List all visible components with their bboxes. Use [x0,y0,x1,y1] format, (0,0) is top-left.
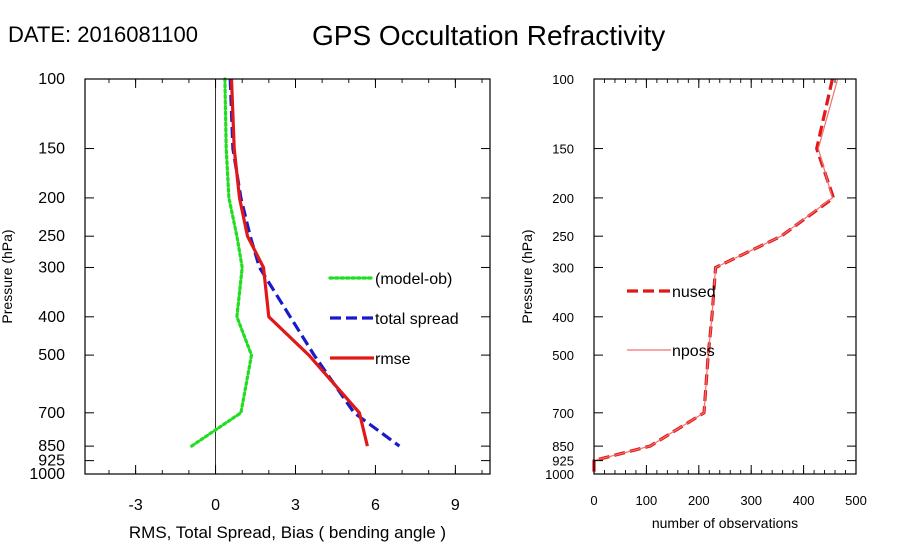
right-y-tick-label: 850 [552,439,574,454]
left-x-tick-label: 9 [451,497,460,514]
series-line-nused [592,78,836,474]
left-x-tick-label: 6 [371,497,380,514]
left-x-axis-label: RMS, Total Spread, Bias ( bending angle … [129,523,446,542]
left-y-tick-label: 850 [38,438,65,455]
left-y-tick-label: 300 [38,259,65,276]
legend-label-nused: nused [672,284,716,301]
right-y-tick-label: 700 [552,406,574,421]
right-x-tick-label: 300 [740,493,762,508]
left-y-tick-label: 200 [38,190,65,207]
legend-label-rmse: rmse [375,351,411,368]
date-label: DATE: 2016081100 [8,22,198,47]
left-y-tick-label: 925 [38,453,65,470]
right-y-tick-label: 300 [552,260,574,275]
left-x-tick-label: 0 [211,497,220,514]
left-y-tick-label: 250 [38,228,65,245]
right-x-tick-label: 0 [590,493,597,508]
chart-title: GPS Occultation Refractivity [312,20,666,51]
right-y-tick-label: 1000 [545,467,574,482]
left-y-tick-label: 150 [38,141,65,158]
right-x-tick-label: 500 [845,493,867,508]
right-y-tick-label: 200 [552,191,574,206]
left-y-tick-label: 500 [38,347,65,364]
legend-label-nposs: nposs [672,343,715,360]
series-line-rmse [229,78,369,447]
right-y-tick-label: 500 [552,348,574,363]
series-line-model-ob [190,77,254,448]
series-line-total-spread [228,78,401,448]
right-y-tick-label: 400 [552,310,574,325]
legend-label-total-spread: total spread [375,311,459,328]
right-x-tick-label: 200 [688,493,710,508]
right-y-tick-label: 150 [552,142,574,157]
right-y-tick-label: 250 [552,229,574,244]
right-y-tick-label: 100 [552,72,574,87]
right-y-tick-label: 925 [552,454,574,469]
right-y-axis-label: Pressure (hPa) [519,229,535,323]
observation-count-panel: nused nposs 100 150 200 250 300 400 500 700 85092… [519,72,867,531]
left-y-tick-label: 1000 [29,466,65,483]
left-plot-frame [84,78,491,475]
series-line-nposs [593,78,839,474]
left-y-tick-label: 400 [38,309,65,326]
right-plot-frame [593,78,857,475]
bending-angle-panel: (model-ob) total spread rmse 100 150 200 250 3… [0,71,491,542]
left-x-tick-label: 3 [291,497,300,514]
right-x-axis-label: number of observations [652,515,798,531]
left-y-tick-label: 100 [38,71,65,88]
left-x-tick-label: -3 [129,497,143,514]
right-x-tick-label: 400 [793,493,815,508]
left-y-tick-label: 700 [38,405,65,422]
right-x-tick-label: 100 [636,493,658,508]
legend-label-model-ob: (model-ob) [375,271,452,288]
left-y-axis-label: Pressure (hPa) [0,229,15,323]
